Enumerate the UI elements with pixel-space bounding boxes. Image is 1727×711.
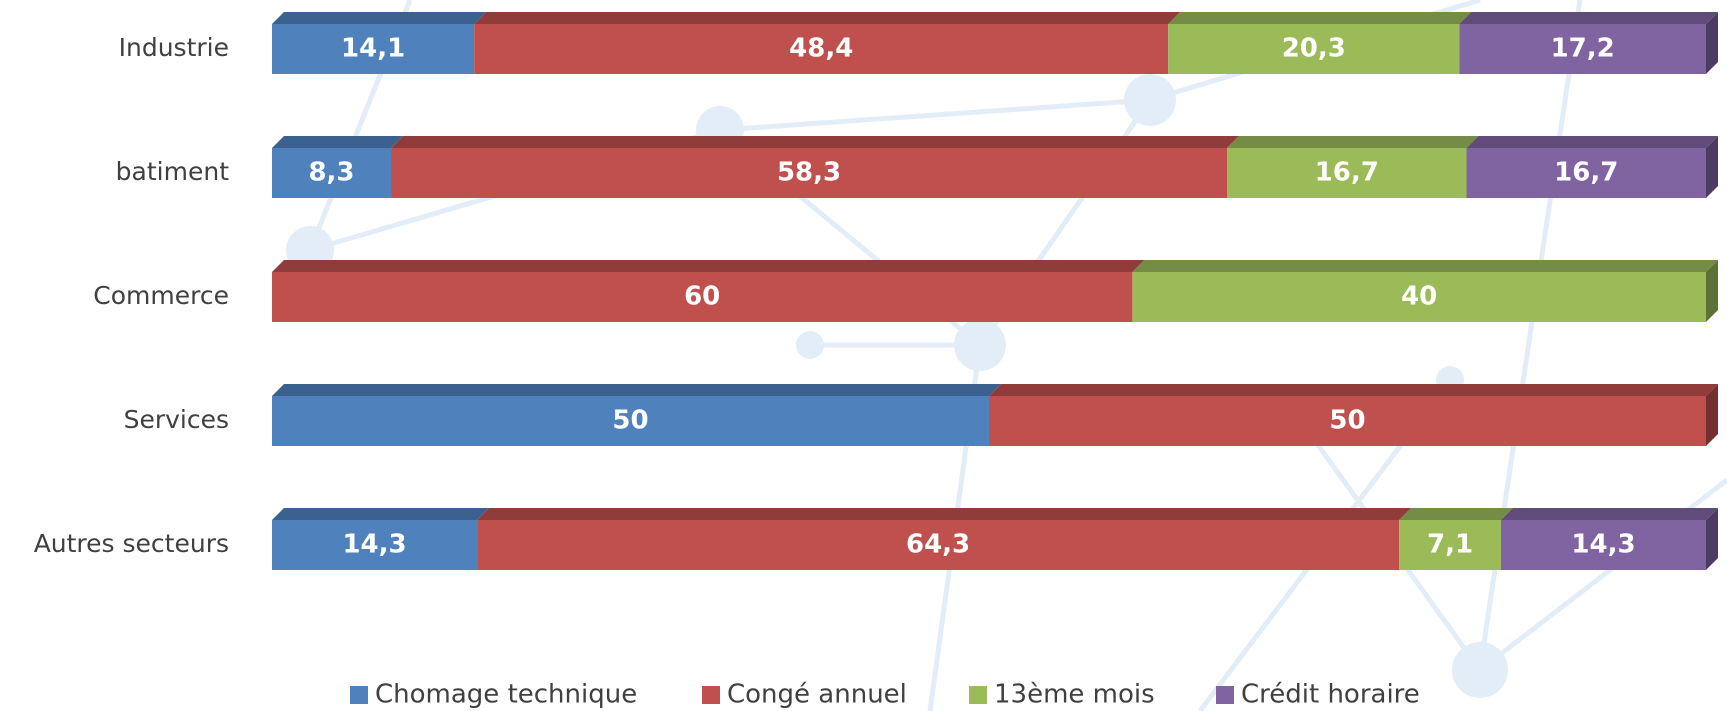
bar <box>272 520 478 570</box>
bar-top <box>272 260 1145 272</box>
bar-top <box>1132 260 1718 272</box>
legend-swatch <box>702 686 720 704</box>
value-label: 14,3 <box>1571 530 1635 560</box>
legend-label: Chomage technique <box>375 680 637 710</box>
bar-top <box>1168 12 1472 24</box>
bar <box>1132 272 1706 322</box>
bar-top <box>1459 12 1718 24</box>
legend-label: Congé annuel <box>727 680 907 710</box>
bar <box>474 24 1169 74</box>
bar-side <box>1706 384 1718 446</box>
bar <box>477 520 1400 570</box>
legend-swatch <box>350 686 368 704</box>
bar <box>1466 148 1706 198</box>
legend-swatch <box>969 686 987 704</box>
bar-top <box>1500 508 1718 520</box>
bar-top <box>391 136 1240 148</box>
value-label: 7,1 <box>1427 530 1473 560</box>
bar <box>989 396 1706 446</box>
value-label: 50 <box>612 406 648 436</box>
legend-label: Crédit horaire <box>1241 680 1420 710</box>
bar-top <box>989 384 1718 396</box>
bar-top <box>272 384 1001 396</box>
bar-top <box>272 136 404 148</box>
value-label: 58,3 <box>777 158 841 188</box>
bar-top <box>477 508 1412 520</box>
legend-label: 13ème mois <box>994 680 1155 710</box>
bar-side <box>1706 508 1718 570</box>
category-label: Industrie <box>119 33 229 62</box>
bar <box>1227 148 1467 198</box>
category-label: Commerce <box>93 281 229 310</box>
value-label: 64,3 <box>906 530 970 560</box>
value-label: 16,7 <box>1554 158 1618 188</box>
value-label: 16,7 <box>1315 158 1379 188</box>
bar <box>272 396 989 446</box>
bar <box>1500 520 1706 570</box>
bar-top <box>1466 136 1718 148</box>
bar-top <box>1227 136 1479 148</box>
bar-side <box>1706 260 1718 322</box>
bar <box>1399 520 1501 570</box>
legend-swatch <box>1216 686 1234 704</box>
bar-side <box>1706 136 1718 198</box>
bar-top <box>272 508 490 520</box>
category-label: Autres secteurs <box>34 529 229 558</box>
bar <box>272 24 475 74</box>
category-label: batiment <box>116 157 230 186</box>
value-label: 40 <box>1401 282 1437 312</box>
bar-top <box>1399 508 1513 520</box>
value-label: 14,3 <box>342 530 406 560</box>
value-label: 14,1 <box>341 34 405 64</box>
bar-top <box>474 12 1181 24</box>
bar-side <box>1706 12 1718 74</box>
background-network <box>286 0 1727 711</box>
bar <box>1459 24 1706 74</box>
bar <box>272 148 392 198</box>
value-label: 60 <box>684 282 720 312</box>
bar <box>272 272 1133 322</box>
bar-top <box>272 12 487 24</box>
category-label: Services <box>124 405 229 434</box>
value-label: 50 <box>1329 406 1365 436</box>
bar <box>391 148 1228 198</box>
bar <box>1168 24 1460 74</box>
value-label: 17,2 <box>1551 34 1615 64</box>
value-label: 20,3 <box>1282 34 1346 64</box>
value-label: 8,3 <box>308 158 354 188</box>
value-label: 48,4 <box>789 34 853 64</box>
